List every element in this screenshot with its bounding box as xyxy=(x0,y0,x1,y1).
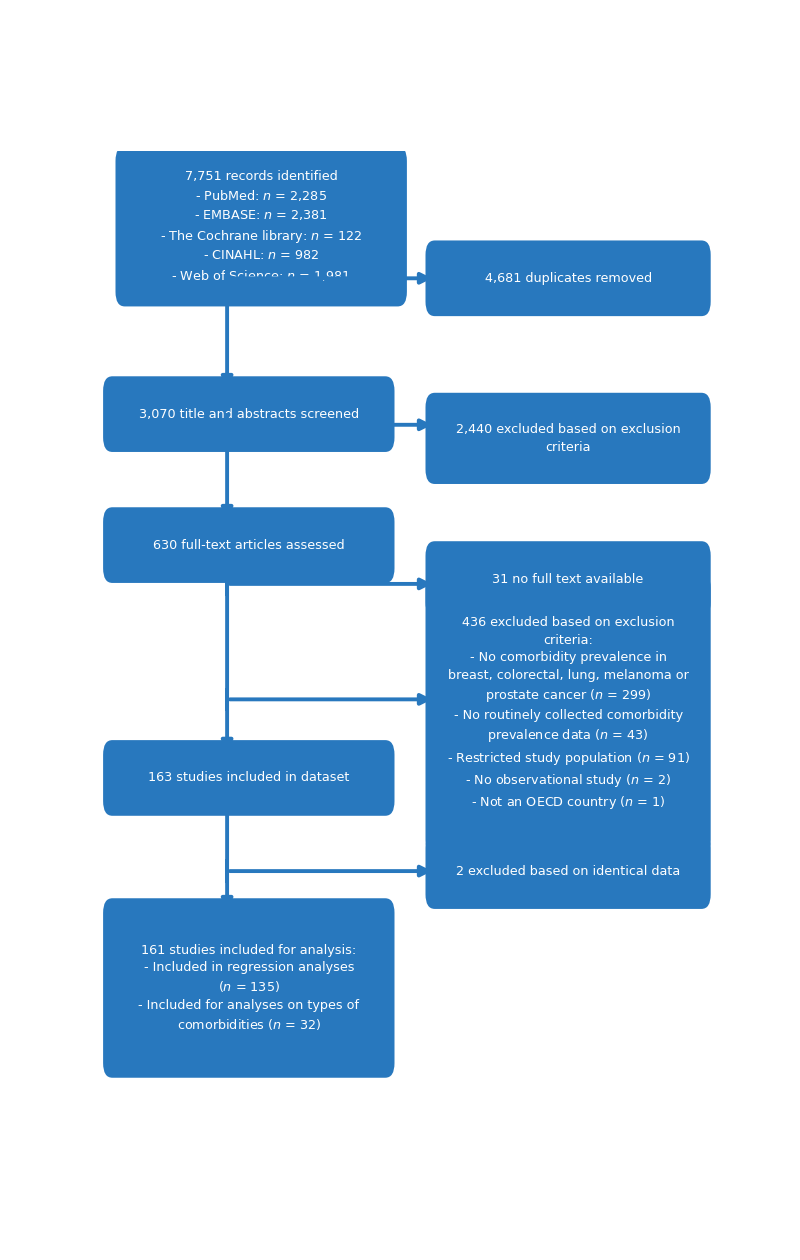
Text: 3,070 title and abstracts screened: 3,070 title and abstracts screened xyxy=(138,408,359,421)
FancyBboxPatch shape xyxy=(426,241,710,316)
Text: 2,440 excluded based on exclusion
criteria: 2,440 excluded based on exclusion criter… xyxy=(456,423,681,454)
FancyBboxPatch shape xyxy=(103,740,394,815)
FancyBboxPatch shape xyxy=(426,542,710,617)
Text: 7,751 records identified
- PubMed: $\it{n}$ = 2,285
- EMBASE: $\it{n}$ = 2,381
-: 7,751 records identified - PubMed: $\it{… xyxy=(160,170,362,282)
Text: 4,681 duplicates removed: 4,681 duplicates removed xyxy=(485,272,652,285)
FancyBboxPatch shape xyxy=(103,898,394,1077)
Text: 630 full-text articles assessed: 630 full-text articles assessed xyxy=(153,538,345,552)
FancyBboxPatch shape xyxy=(426,573,710,854)
FancyBboxPatch shape xyxy=(426,393,710,484)
FancyBboxPatch shape xyxy=(115,146,407,306)
Text: 161 studies included for analysis:
- Included in regression analyses
($\it{n}$ =: 161 studies included for analysis: - Inc… xyxy=(138,944,359,1032)
FancyBboxPatch shape xyxy=(103,377,394,452)
FancyBboxPatch shape xyxy=(426,833,710,908)
Text: 2 excluded based on identical data: 2 excluded based on identical data xyxy=(456,864,680,877)
FancyBboxPatch shape xyxy=(103,508,394,583)
Text: 436 excluded based on exclusion
criteria:
- No comorbidity prevalence in
breast,: 436 excluded based on exclusion criteria… xyxy=(446,616,690,811)
Text: 163 studies included in dataset: 163 studies included in dataset xyxy=(148,771,350,785)
Text: 31 no full text available: 31 no full text available xyxy=(493,572,644,586)
